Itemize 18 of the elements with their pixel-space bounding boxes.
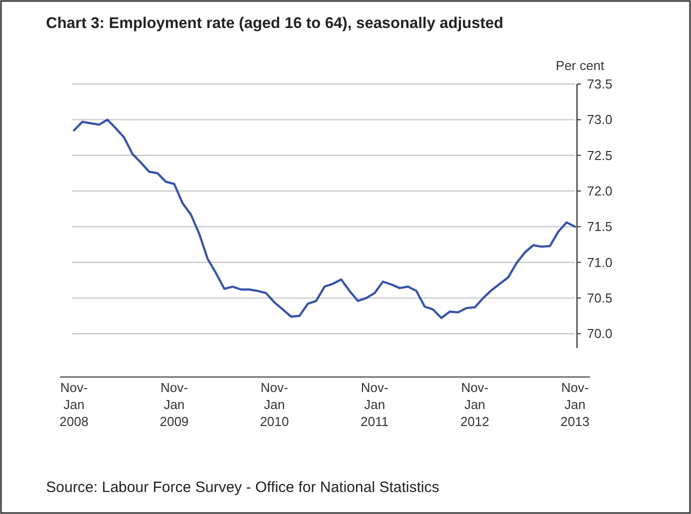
y-tick-label: 71.0 (587, 254, 612, 270)
y-tick-label: 70.0 (587, 326, 612, 342)
line-series (72, 118, 576, 320)
y-tick-label: 73.0 (587, 112, 612, 128)
x-tick-label: Nov- Jan 2012 (460, 380, 490, 429)
x-tick-label: Nov- Jan 2010 (260, 380, 289, 429)
y-tick-label: 70.5 (587, 290, 612, 306)
x-tick-label: Nov- Jan 2011 (360, 380, 389, 429)
y-axis-title: Per cent (556, 58, 605, 73)
y-tick-label: 73.5 (587, 76, 612, 92)
y-tick-label: 71.5 (587, 219, 612, 234)
x-tick-label: Nov- Jan 2008 (60, 380, 88, 429)
y-tick-label: 72.5 (587, 148, 612, 163)
source-note: Source: Labour Force Survey - Office for National Statistics (46, 479, 440, 496)
x-tick-label: Nov- Jan 2009 (160, 380, 189, 429)
x-tick-label: Nov- Jan 2013 (560, 380, 590, 429)
chart-title: Chart 3: Employment rate (aged 16 to 64), seasonally adjusted (46, 15, 504, 32)
y-tick-label: 72.0 (587, 184, 612, 199)
